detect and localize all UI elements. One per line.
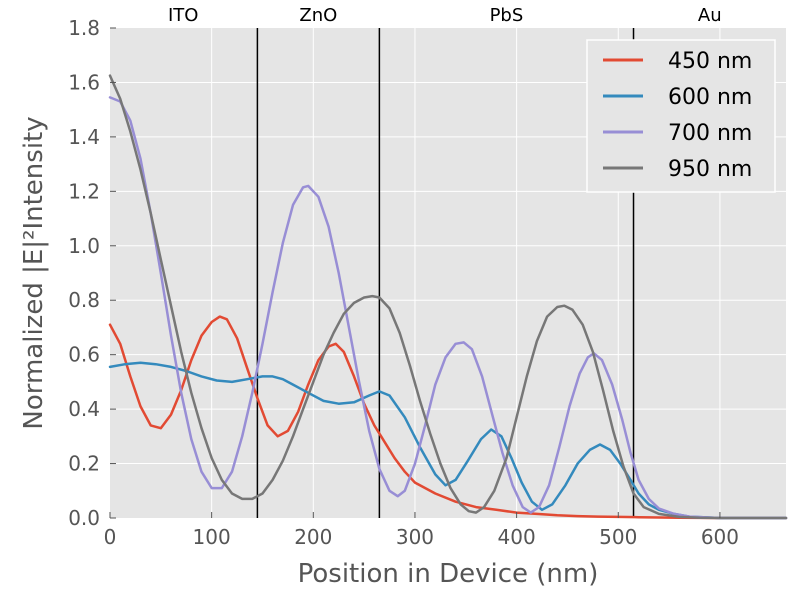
x-tick-label: 600 bbox=[701, 525, 739, 549]
y-tick-label: 0.8 bbox=[68, 288, 100, 312]
y-tick-label: 0.6 bbox=[68, 343, 100, 367]
x-axis-title: Position in Device (nm) bbox=[298, 559, 599, 589]
legend-label: 600 nm bbox=[668, 85, 752, 110]
series-line-700-nm bbox=[108, 96, 788, 520]
layer-label-pbs: PbS bbox=[490, 5, 524, 26]
series-line-950-nm bbox=[108, 74, 788, 520]
y-tick-label: 1.2 bbox=[68, 179, 100, 203]
layer-label-ito: ITO bbox=[168, 5, 198, 26]
y-tick-label: 1.4 bbox=[68, 125, 100, 149]
x-tick-label: 100 bbox=[193, 525, 231, 549]
legend-label: 700 nm bbox=[668, 121, 752, 146]
layer-label-au: Au bbox=[698, 5, 722, 26]
y-tick-label: 0.4 bbox=[68, 397, 100, 421]
y-axis-ticks: 0.0 0.2 0.4 0.6 0.8 1.0 1.2 1.4 1.6 1.8 bbox=[68, 16, 116, 530]
y-tick-label: 1.8 bbox=[68, 16, 100, 40]
y-tick-label: 1.0 bbox=[68, 234, 100, 258]
series-lines bbox=[108, 74, 788, 520]
y-tick-label: 1.6 bbox=[68, 70, 100, 94]
x-tick-label: 300 bbox=[396, 525, 434, 549]
x-axis-ticks: 0 100 200 300 400 500 600 bbox=[104, 512, 739, 549]
grid-lines bbox=[110, 28, 786, 518]
y-tick-label: 0.0 bbox=[68, 506, 100, 530]
x-tick-label: 0 bbox=[104, 525, 117, 549]
x-tick-label: 200 bbox=[294, 525, 332, 549]
series-line-600-nm bbox=[108, 361, 788, 520]
legend: 450 nm 600 nm 700 nm 950 nm bbox=[586, 39, 776, 193]
x-tick-label: 500 bbox=[599, 525, 637, 549]
legend-label: 450 nm bbox=[668, 49, 752, 74]
layer-labels: ITO ZnO PbS Au bbox=[168, 5, 722, 26]
x-tick-label: 400 bbox=[498, 525, 536, 549]
y-tick-label: 0.2 bbox=[68, 452, 100, 476]
y-axis-title: Normalized |E|²Intensity bbox=[19, 116, 49, 429]
layer-label-zno: ZnO bbox=[299, 5, 337, 26]
legend-label: 950 nm bbox=[668, 157, 752, 182]
